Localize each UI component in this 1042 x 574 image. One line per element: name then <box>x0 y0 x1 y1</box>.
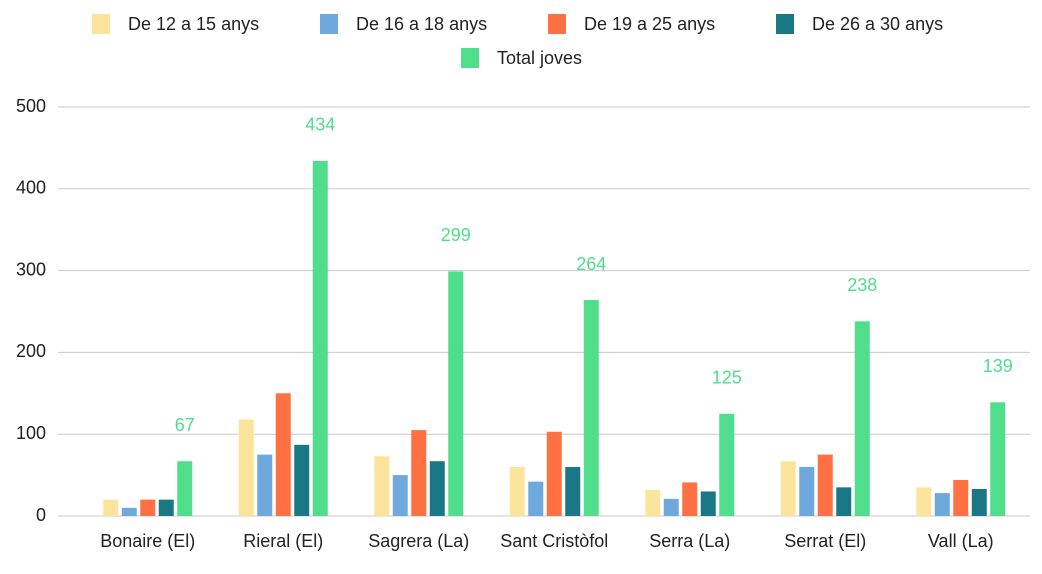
bar <box>158 499 174 516</box>
legend-label: De 16 a 18 anys <box>356 14 487 34</box>
bar <box>411 430 427 516</box>
data-label: 125 <box>712 368 742 388</box>
bar <box>953 480 969 516</box>
bar <box>700 491 716 516</box>
x-tick-label: Serrat (El) <box>784 531 866 551</box>
bar <box>990 402 1006 516</box>
bar <box>275 393 291 516</box>
bar <box>682 482 698 516</box>
data-label: 299 <box>441 225 471 245</box>
bar <box>429 461 445 516</box>
bar <box>509 466 525 516</box>
x-tick-label: Bonaire (El) <box>100 531 195 551</box>
x-tick-label: Sant Cristòfol <box>500 531 608 551</box>
y-tick-label: 100 <box>16 423 46 443</box>
bar <box>546 431 562 516</box>
data-label: 139 <box>983 356 1013 376</box>
bar <box>238 419 254 516</box>
bar <box>392 475 408 516</box>
bar <box>177 461 193 516</box>
bar <box>312 160 328 516</box>
bar <box>583 300 599 516</box>
data-label: 67 <box>175 415 195 435</box>
bar <box>257 454 273 516</box>
x-tick-label: Serra (La) <box>649 531 730 551</box>
bar <box>934 493 950 516</box>
legend-swatch <box>776 14 794 34</box>
y-tick-label: 500 <box>16 96 46 116</box>
y-tick-label: 200 <box>16 341 46 361</box>
bar <box>645 489 661 516</box>
data-label: 264 <box>576 254 606 274</box>
legend-swatch <box>92 14 110 34</box>
x-tick-label: Sagrera (La) <box>368 531 469 551</box>
bar <box>565 466 581 516</box>
bar <box>817 454 833 516</box>
legend-swatch <box>320 14 338 34</box>
bar <box>719 413 735 516</box>
bar <box>780 461 796 516</box>
y-tick-label: 400 <box>16 178 46 198</box>
bar <box>448 271 464 516</box>
bar <box>971 489 987 516</box>
legend-label: De 19 a 25 anys <box>584 14 715 34</box>
legend-label: De 12 a 15 anys <box>128 14 259 34</box>
y-tick-label: 0 <box>36 505 46 525</box>
bar <box>854 321 870 516</box>
bar <box>836 487 852 516</box>
bar <box>140 499 156 516</box>
data-label: 238 <box>847 275 877 295</box>
legend-label: Total joves <box>497 48 582 68</box>
y-tick-label: 300 <box>16 259 46 279</box>
bar <box>916 487 932 516</box>
bar <box>103 499 119 516</box>
x-tick-label: Vall (La) <box>928 531 994 551</box>
bar <box>294 444 310 516</box>
x-tick-label: Rieral (El) <box>243 531 323 551</box>
legend-swatch <box>461 48 479 68</box>
data-label: 434 <box>305 115 335 135</box>
bar <box>528 481 544 516</box>
bar <box>799 466 815 516</box>
bar <box>121 507 137 516</box>
legend-swatch <box>548 14 566 34</box>
legend-label: De 26 a 30 anys <box>812 14 943 34</box>
bar <box>663 498 679 516</box>
bar <box>374 456 390 516</box>
